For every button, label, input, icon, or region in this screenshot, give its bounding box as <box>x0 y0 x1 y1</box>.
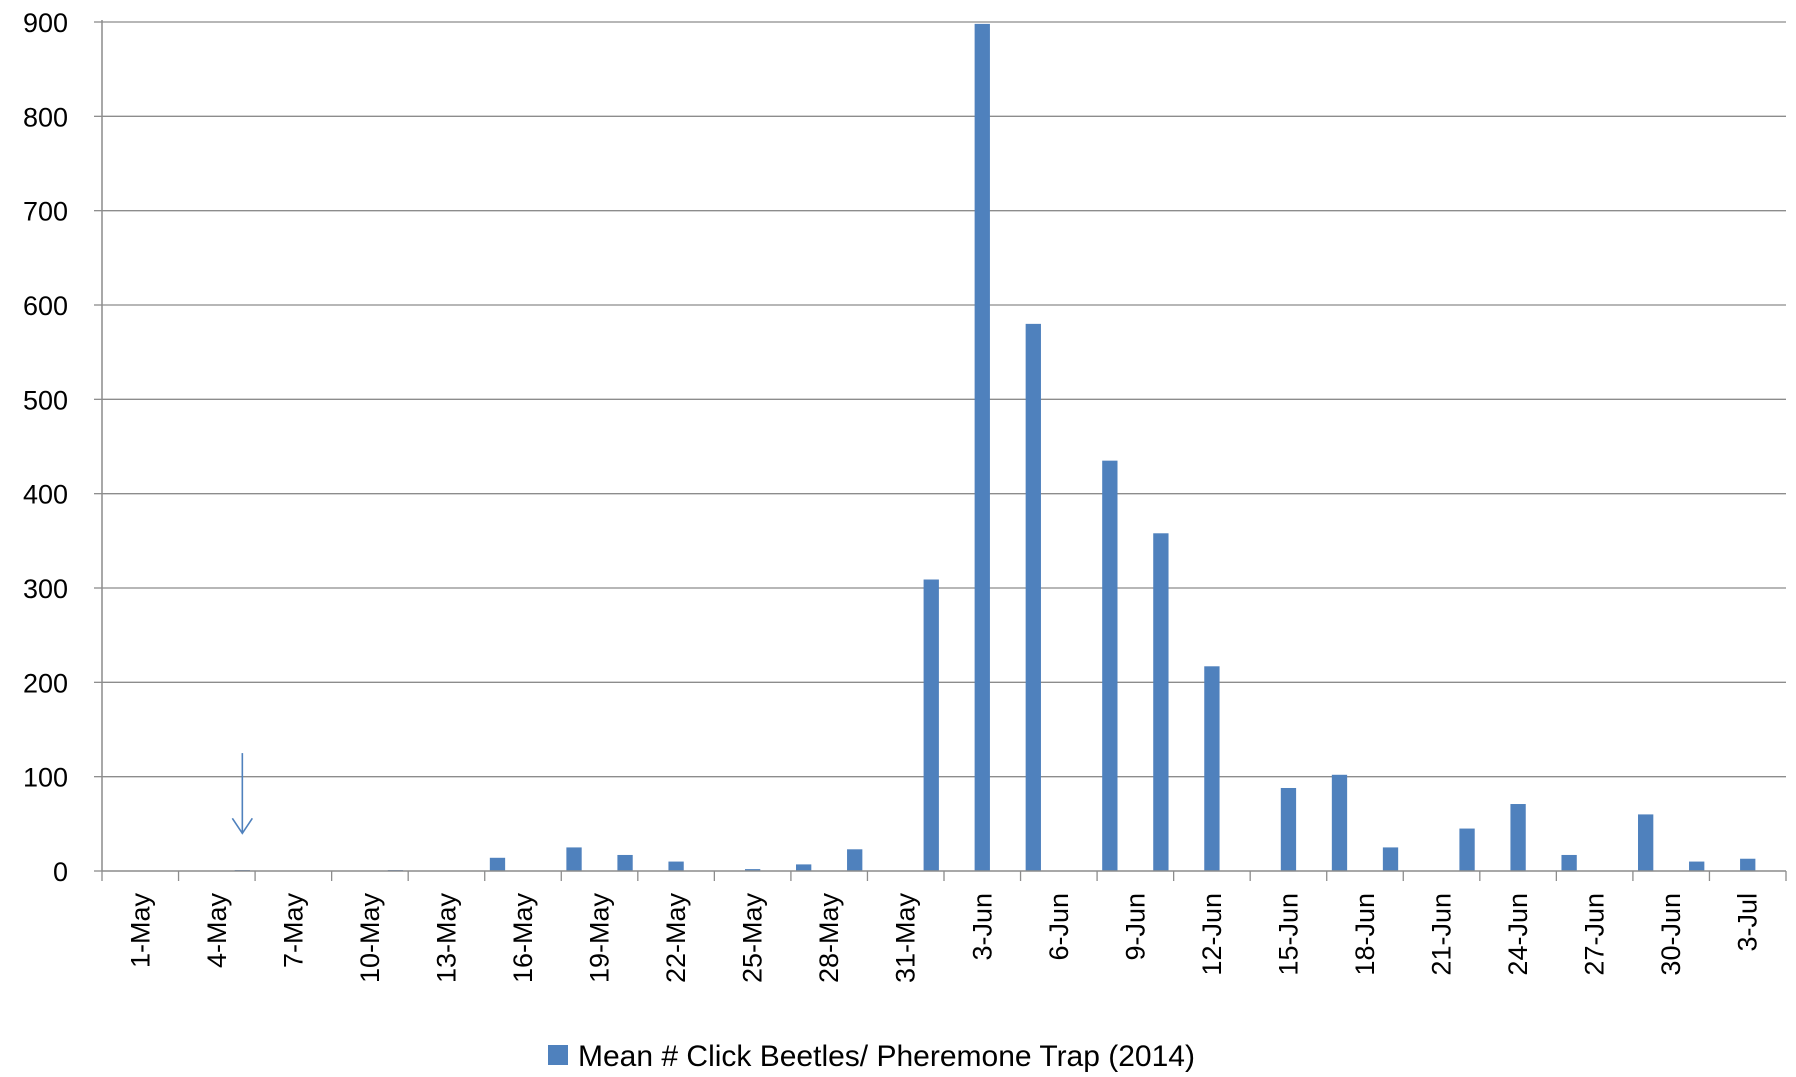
bar <box>796 864 812 871</box>
bar <box>847 849 863 871</box>
arrow-down-icon <box>231 817 253 835</box>
bars <box>234 23 1756 872</box>
x-tick-label: 15-Jun <box>1273 893 1303 976</box>
bar <box>1204 666 1220 871</box>
x-tick-label: 7-May <box>278 893 308 969</box>
y-tick-label: 600 <box>23 291 68 321</box>
y-axis-ticks: 0 100 200 300 400 500 600 700 800 900 <box>23 8 102 887</box>
x-tick-label: 21-Jun <box>1427 893 1457 976</box>
x-tick-label: 16-May <box>508 893 538 984</box>
x-tick-label: 28-May <box>814 893 844 984</box>
axes <box>101 20 1786 872</box>
legend: Mean # Click Beetles/ Pheremone Trap (20… <box>548 1040 1195 1073</box>
bar <box>1689 861 1705 871</box>
y-tick-label: 300 <box>23 574 68 604</box>
bar <box>744 869 761 871</box>
x-tick-label: 3-Jun <box>967 893 997 961</box>
bar <box>1638 814 1654 871</box>
bar <box>1025 323 1041 871</box>
y-tick-label: 0 <box>53 857 68 887</box>
x-tick-label: 1-May <box>125 893 155 969</box>
bar <box>566 847 582 871</box>
bar <box>1153 533 1169 871</box>
bar <box>1382 847 1399 871</box>
bar <box>1331 774 1348 871</box>
bar <box>1510 804 1526 871</box>
x-tick-label: 27-Jun <box>1580 893 1610 976</box>
x-tick-label: 30-Jun <box>1656 893 1686 976</box>
y-tick-label: 800 <box>23 102 68 132</box>
bar <box>617 854 633 871</box>
legend-label: Mean # Click Beetles/ Pheremone Trap (20… <box>578 1040 1195 1073</box>
legend-swatch <box>548 1045 568 1065</box>
x-tick-label: 9-Jun <box>1120 893 1150 961</box>
y-tick-label: 700 <box>23 197 68 227</box>
x-tick-label: 6-Jun <box>1044 893 1074 961</box>
y-tick-label: 500 <box>23 385 68 415</box>
y-tick-label: 900 <box>23 8 68 38</box>
bar <box>1561 854 1577 871</box>
x-tick-label: 3-Jul <box>1733 893 1763 952</box>
bar <box>489 857 506 871</box>
x-tick-label: 25-May <box>738 893 768 984</box>
bar <box>1280 787 1297 871</box>
x-axis-ticks: 1-May 4-May 7-May 10-May 13-May 16-May 19-May 2… <box>101 871 1787 984</box>
x-tick-label: 24-Jun <box>1503 893 1533 976</box>
x-tick-label: 10-May <box>355 893 385 984</box>
x-tick-label: 4-May <box>202 893 232 969</box>
bar <box>974 23 990 872</box>
x-tick-label: 12-Jun <box>1197 893 1227 976</box>
x-tick-label: 19-May <box>585 893 615 984</box>
x-tick-label: 22-May <box>661 893 691 984</box>
bar <box>1459 828 1475 871</box>
annotations <box>231 753 253 835</box>
gridlines <box>102 21 1786 778</box>
y-tick-label: 100 <box>23 763 68 793</box>
bar <box>668 861 684 871</box>
y-tick-label: 400 <box>23 480 68 510</box>
bar <box>1740 858 1756 871</box>
bar <box>1102 460 1118 871</box>
y-tick-label: 200 <box>23 668 68 698</box>
x-tick-label: 18-Jun <box>1350 893 1380 976</box>
x-tick-label: 31-May <box>891 893 921 984</box>
bar <box>923 579 939 871</box>
x-tick-label: 13-May <box>431 893 461 984</box>
